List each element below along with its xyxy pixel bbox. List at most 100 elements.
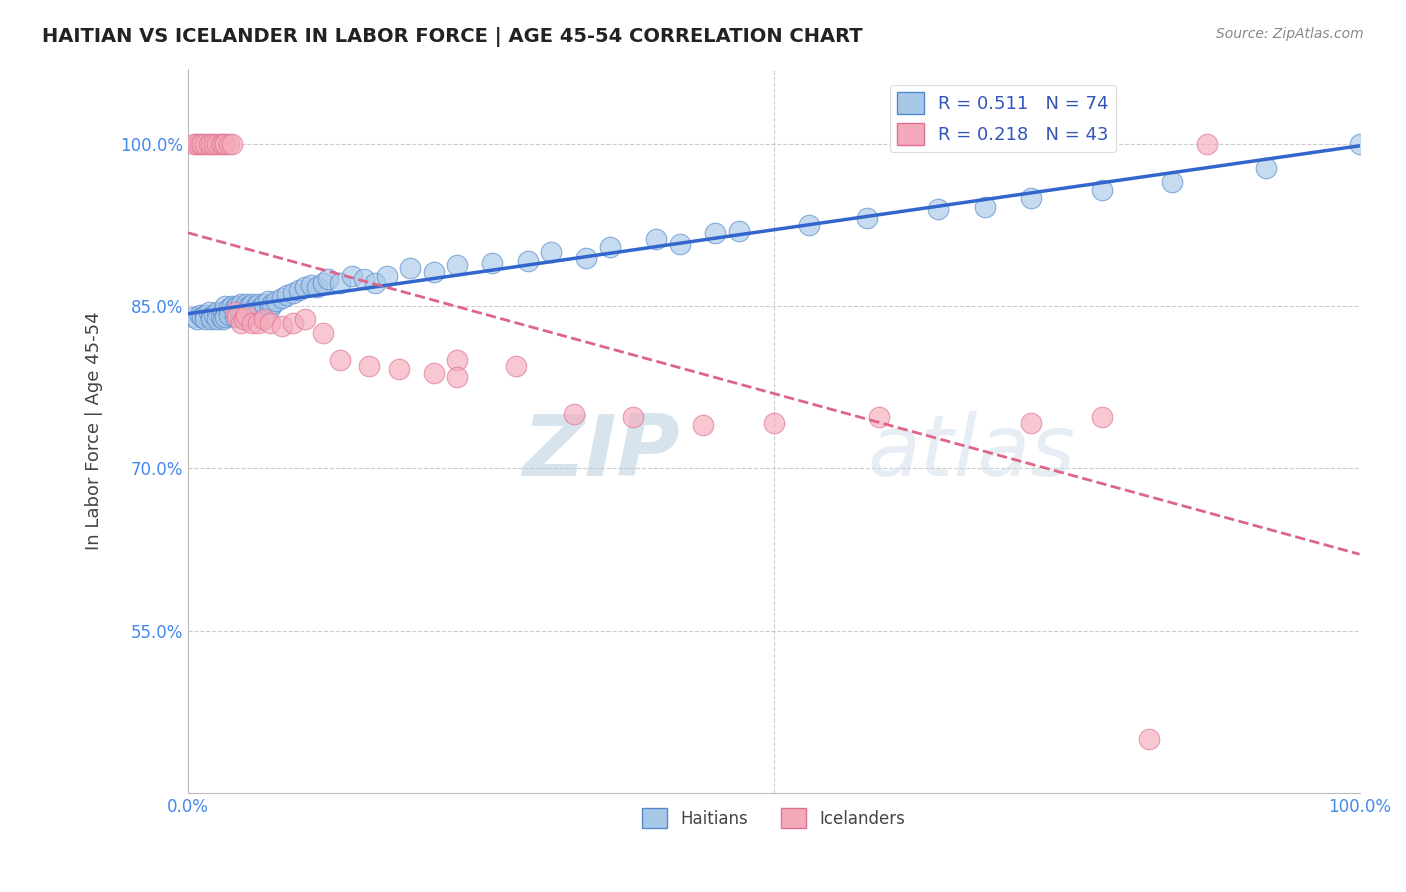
Point <box>868 409 890 424</box>
Point <box>797 219 820 233</box>
Text: ZIP: ZIP <box>522 411 681 494</box>
Point <box>183 137 205 152</box>
Point <box>311 276 333 290</box>
Point <box>253 297 276 311</box>
Point <box>288 283 311 297</box>
Point <box>212 312 235 326</box>
Point <box>270 318 292 333</box>
Point <box>221 137 243 152</box>
Point <box>1161 175 1184 189</box>
Point <box>194 312 217 326</box>
Point <box>191 137 214 152</box>
Point <box>270 291 292 305</box>
Point <box>259 301 281 316</box>
Point <box>283 316 305 330</box>
Point <box>226 299 249 313</box>
Point <box>388 362 411 376</box>
Point <box>194 137 217 152</box>
Point <box>188 308 211 322</box>
Point <box>194 308 217 322</box>
Point <box>645 232 668 246</box>
Legend: Haitians, Icelanders: Haitians, Icelanders <box>636 801 912 835</box>
Point <box>294 312 316 326</box>
Point <box>727 224 749 238</box>
Point <box>305 280 328 294</box>
Point <box>253 312 276 326</box>
Point <box>1091 183 1114 197</box>
Point <box>200 310 222 324</box>
Point <box>353 272 375 286</box>
Point <box>340 268 363 283</box>
Point <box>359 359 381 373</box>
Point <box>200 137 222 152</box>
Point <box>264 293 287 308</box>
Point <box>188 137 211 152</box>
Point <box>214 299 236 313</box>
Point <box>329 353 352 368</box>
Point <box>247 297 270 311</box>
Point <box>294 280 316 294</box>
Point <box>599 240 621 254</box>
Point <box>214 137 236 152</box>
Point <box>191 310 214 324</box>
Point <box>183 310 205 324</box>
Point <box>218 137 240 152</box>
Point <box>299 277 322 292</box>
Point <box>202 137 225 152</box>
Point <box>209 310 232 324</box>
Point <box>233 312 256 326</box>
Point <box>202 308 225 322</box>
Point <box>481 256 503 270</box>
Point <box>224 310 246 324</box>
Point <box>446 258 468 272</box>
Point <box>198 137 221 152</box>
Point <box>238 299 260 313</box>
Point <box>240 316 263 330</box>
Point <box>276 288 298 302</box>
Text: atlas: atlas <box>868 411 1076 494</box>
Point <box>224 301 246 316</box>
Point <box>621 409 644 424</box>
Point <box>516 253 538 268</box>
Point <box>446 353 468 368</box>
Point <box>259 316 281 330</box>
Point <box>235 297 257 311</box>
Point <box>540 245 562 260</box>
Point <box>262 297 284 311</box>
Point <box>973 200 995 214</box>
Point <box>209 137 232 152</box>
Point <box>446 369 468 384</box>
Point <box>235 308 257 322</box>
Text: HAITIAN VS ICELANDER IN LABOR FORCE | AGE 45-54 CORRELATION CHART: HAITIAN VS ICELANDER IN LABOR FORCE | AG… <box>42 27 863 46</box>
Point <box>564 408 586 422</box>
Point <box>229 308 252 322</box>
Point <box>575 251 598 265</box>
Point <box>927 202 949 216</box>
Point <box>669 236 692 251</box>
Point <box>186 137 208 152</box>
Point <box>1021 416 1043 430</box>
Y-axis label: In Labor Force | Age 45-54: In Labor Force | Age 45-54 <box>86 311 103 549</box>
Point <box>212 304 235 318</box>
Point <box>311 326 333 341</box>
Point <box>214 310 236 324</box>
Point <box>212 137 235 152</box>
Point <box>375 268 398 283</box>
Point <box>256 293 278 308</box>
Point <box>221 299 243 313</box>
Point <box>229 297 252 311</box>
Point <box>283 286 305 301</box>
Point <box>856 211 879 225</box>
Point <box>245 299 267 313</box>
Point <box>762 416 785 430</box>
Point <box>229 316 252 330</box>
Point <box>205 137 228 152</box>
Point <box>704 226 727 240</box>
Point <box>205 304 228 318</box>
Point <box>240 304 263 318</box>
Point <box>423 265 446 279</box>
Point <box>247 316 270 330</box>
Point <box>249 301 271 316</box>
Point <box>205 312 228 326</box>
Point <box>1021 191 1043 205</box>
